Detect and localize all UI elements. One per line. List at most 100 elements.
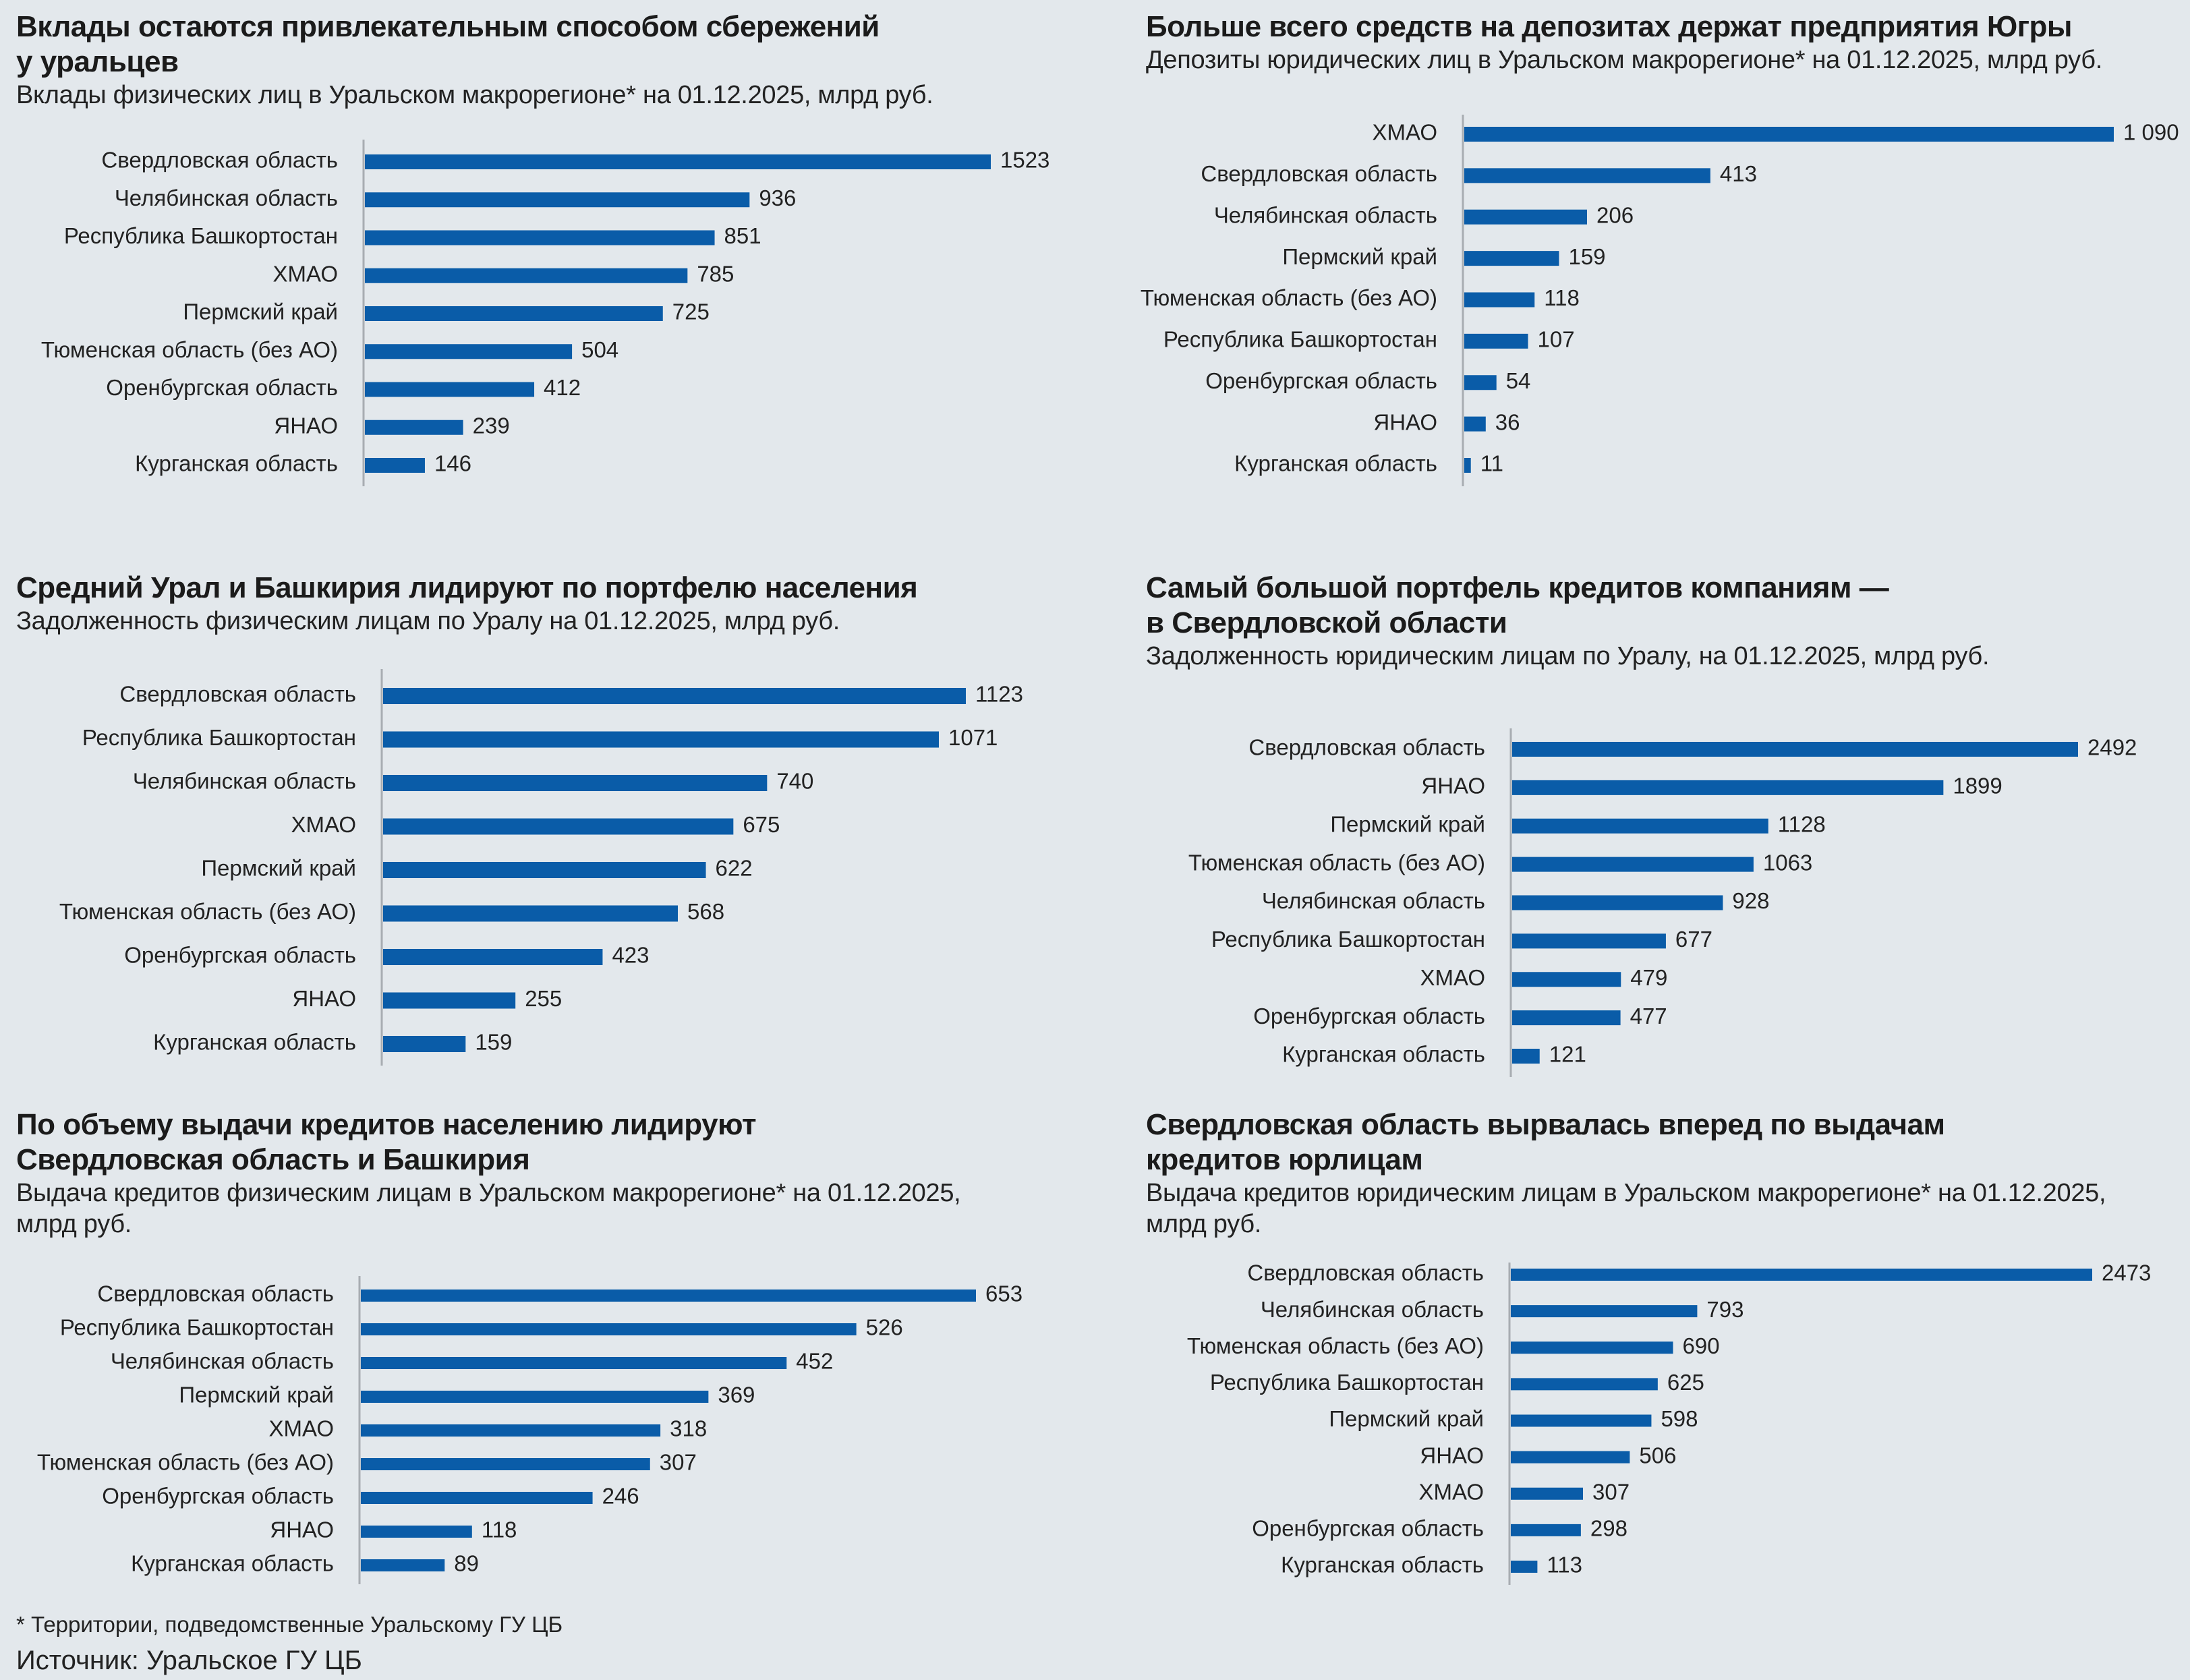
value-label: 936: [759, 185, 796, 210]
category-label: Челябинская область: [1262, 888, 1485, 913]
bar: [361, 1424, 661, 1437]
value-label: 246: [602, 1484, 639, 1509]
bar: [383, 862, 706, 878]
value-label: 118: [1544, 285, 1580, 310]
category-label: Челябинская область: [1261, 1297, 1484, 1322]
category-label: Свердловская область: [97, 1281, 334, 1306]
category-label: Тюменская область (без АО): [59, 899, 356, 924]
category-label: Курганская область: [131, 1551, 334, 1576]
category-label: Тюменская область (без АО): [1188, 850, 1485, 875]
bar: [365, 306, 663, 321]
bar: [1512, 780, 1944, 795]
bar: [1464, 168, 1710, 183]
value-label: 255: [525, 986, 562, 1011]
chart-subtitle: Депозиты юридических лиц в Уральском мак…: [1146, 46, 2103, 74]
bar: [365, 344, 573, 359]
category-label: ЯНАО: [292, 986, 356, 1011]
category-label: ЯНАО: [1420, 1443, 1484, 1468]
bar: [383, 775, 768, 791]
footnote: * Территории, подведомственные Уральском…: [16, 1612, 563, 1637]
bar: [1512, 895, 1723, 910]
bar: [361, 1323, 857, 1335]
bar: [361, 1357, 787, 1369]
category-label: Тюменская область (без АО): [1141, 285, 1437, 310]
bar: [1464, 333, 1528, 349]
bar: [1464, 251, 1559, 266]
value-label: 1063: [1763, 850, 1812, 875]
category-label: Республика Башкортостан: [82, 725, 356, 750]
bar: [383, 949, 603, 965]
category-label: Оренбургская область: [1205, 368, 1437, 393]
value-label: 526: [866, 1315, 903, 1340]
category-label: ХМАО: [1373, 120, 1437, 145]
bar: [1512, 972, 1621, 987]
value-label: 785: [697, 261, 734, 286]
value-label: 504: [581, 337, 618, 362]
chart-title: По объему выдачи кредитов населению лиди…: [16, 1108, 757, 1176]
value-label: 2473: [2102, 1261, 2151, 1285]
category-label: Республика Башкортостан: [1210, 1370, 1484, 1395]
value-label: 36: [1495, 409, 1520, 434]
value-label: 1899: [1953, 774, 2002, 799]
category-label: Свердловская область: [1201, 161, 1437, 186]
bar: [1511, 1451, 1630, 1464]
value-label: 412: [544, 375, 581, 400]
value-label: 159: [1568, 244, 1605, 269]
category-label: Челябинская область: [133, 769, 356, 794]
category-label: Оренбургская область: [124, 943, 356, 968]
chart-subtitle: Выдача кредитов юридическим лицам в Урал…: [1146, 1179, 2106, 1238]
category-label: Свердловская область: [1248, 735, 1485, 760]
chart-subtitle: Выдача кредитов физическим лицам в Ураль…: [16, 1179, 961, 1238]
bar: [383, 818, 734, 835]
bar: [1512, 818, 1768, 834]
bar: [1511, 1269, 2092, 1281]
chart-title: Вклады остаются привлекательным способом…: [16, 10, 880, 78]
bar: [361, 1559, 445, 1571]
bar: [383, 731, 939, 748]
bar: [1464, 292, 1535, 308]
category-label: Свердловская область: [119, 682, 356, 707]
chart-title: Больше всего средств на депозитах держат…: [1146, 10, 2073, 43]
category-label: Свердловская область: [1247, 1261, 1484, 1285]
bar: [1511, 1341, 1673, 1354]
value-label: 725: [672, 299, 710, 324]
value-label: 677: [1675, 927, 1712, 952]
value-label: 1123: [975, 682, 1023, 707]
value-label: 1071: [948, 725, 998, 750]
category-label: ХМАО: [269, 1416, 334, 1441]
category-label: Республика Башкортостан: [64, 223, 338, 248]
chart-title: Средний Урал и Башкирия лидируют по порт…: [16, 571, 918, 604]
bar: [1511, 1561, 1538, 1573]
category-label: Курганская область: [135, 451, 338, 476]
bar: [1511, 1414, 1652, 1427]
value-label: 506: [1639, 1443, 1676, 1468]
value-label: 54: [1506, 368, 1531, 393]
bar: [365, 154, 991, 169]
category-label: Челябинская область: [111, 1349, 334, 1374]
value-label: 653: [985, 1281, 1022, 1306]
bar: [1464, 127, 2114, 142]
value-label: 239: [473, 413, 510, 438]
category-label: ХМАО: [273, 261, 338, 286]
bar: [361, 1290, 976, 1302]
value-label: 598: [1661, 1406, 1698, 1431]
category-label: Оренбургская область: [1253, 1004, 1485, 1029]
value-label: 1 090: [2123, 120, 2179, 145]
category-label: Тюменская область (без АО): [1187, 1333, 1484, 1358]
bar: [365, 458, 425, 473]
value-label: 1128: [1778, 811, 1826, 836]
value-label: 452: [796, 1349, 833, 1374]
value-label: 307: [1592, 1479, 1630, 1504]
category-label: Курганская область: [1281, 1553, 1484, 1577]
category-label: ЯНАО: [1373, 409, 1437, 434]
category-label: Пермский край: [201, 856, 356, 881]
value-label: 740: [776, 769, 813, 794]
value-label: 625: [1667, 1370, 1704, 1395]
value-label: 479: [1630, 965, 1667, 990]
bar: [1464, 458, 1471, 473]
chart-title: Свердловская область вырвалась вперед по…: [1146, 1108, 1945, 1176]
category-label: Челябинская область: [1214, 202, 1437, 227]
